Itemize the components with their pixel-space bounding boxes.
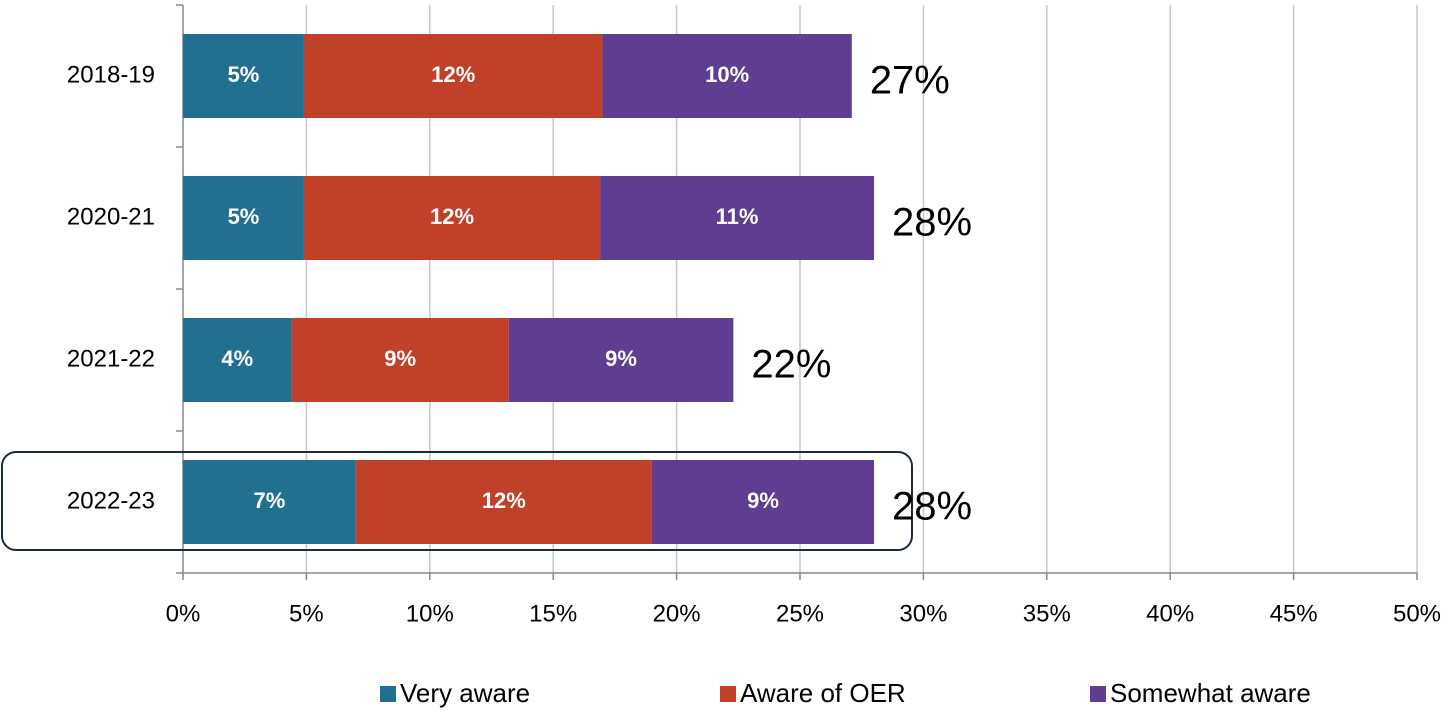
y-tick-label: 2021-22 xyxy=(67,345,155,372)
bar-segment xyxy=(508,318,734,402)
data-label: 10% xyxy=(705,62,749,87)
bar-segment xyxy=(291,318,509,402)
x-tick-label: 25% xyxy=(776,600,824,627)
data-label: 5% xyxy=(228,62,260,87)
data-label: 9% xyxy=(384,346,416,371)
legend-swatch xyxy=(720,686,736,702)
data-label: 12% xyxy=(430,204,474,229)
total-label: 22% xyxy=(751,343,831,387)
highlight-box xyxy=(1,451,913,551)
data-label: 4% xyxy=(221,346,253,371)
data-label: 11% xyxy=(716,204,759,229)
data-label: 9% xyxy=(605,346,637,371)
y-tick-label: 2020-21 xyxy=(67,203,155,230)
bar-segment xyxy=(303,176,601,260)
legend-label: Aware of OER xyxy=(740,678,906,708)
bar-segment xyxy=(183,318,292,402)
bar-segment xyxy=(183,460,356,544)
x-tick-label: 15% xyxy=(529,600,577,627)
total-label: 27% xyxy=(870,59,950,103)
legend-swatch xyxy=(380,686,396,702)
x-tick-label: 10% xyxy=(406,600,454,627)
x-tick-label: 30% xyxy=(899,600,947,627)
x-tick-label: 50% xyxy=(1393,600,1441,627)
total-label: 28% xyxy=(892,485,972,529)
bar-segment xyxy=(303,34,603,118)
data-label: 9% xyxy=(747,488,779,513)
y-tick-label: 2022-23 xyxy=(67,487,155,514)
x-tick-label: 20% xyxy=(653,600,701,627)
y-tick-label: 2018-19 xyxy=(67,61,155,88)
bar-segment xyxy=(600,176,875,260)
legend-swatch xyxy=(1090,686,1106,702)
bar-segment xyxy=(183,34,304,118)
x-tick-label: 45% xyxy=(1270,600,1318,627)
total-label: 28% xyxy=(892,201,972,245)
bar-segment xyxy=(602,34,852,118)
bars xyxy=(183,34,875,544)
data-label: 12% xyxy=(431,62,475,87)
x-tick-label: 35% xyxy=(1023,600,1071,627)
x-tick-label: 0% xyxy=(166,600,201,627)
bar-segment xyxy=(183,176,304,260)
x-tick-label: 5% xyxy=(289,600,324,627)
bar-segment xyxy=(355,460,652,544)
data-label: 5% xyxy=(228,204,260,229)
legend-label: Somewhat aware xyxy=(1110,678,1311,708)
legend-label: Very aware xyxy=(400,678,530,708)
bar-segment xyxy=(651,460,875,544)
data-label: 7% xyxy=(253,488,285,513)
x-tick-label: 40% xyxy=(1146,600,1194,627)
data-label: 12% xyxy=(482,488,526,513)
